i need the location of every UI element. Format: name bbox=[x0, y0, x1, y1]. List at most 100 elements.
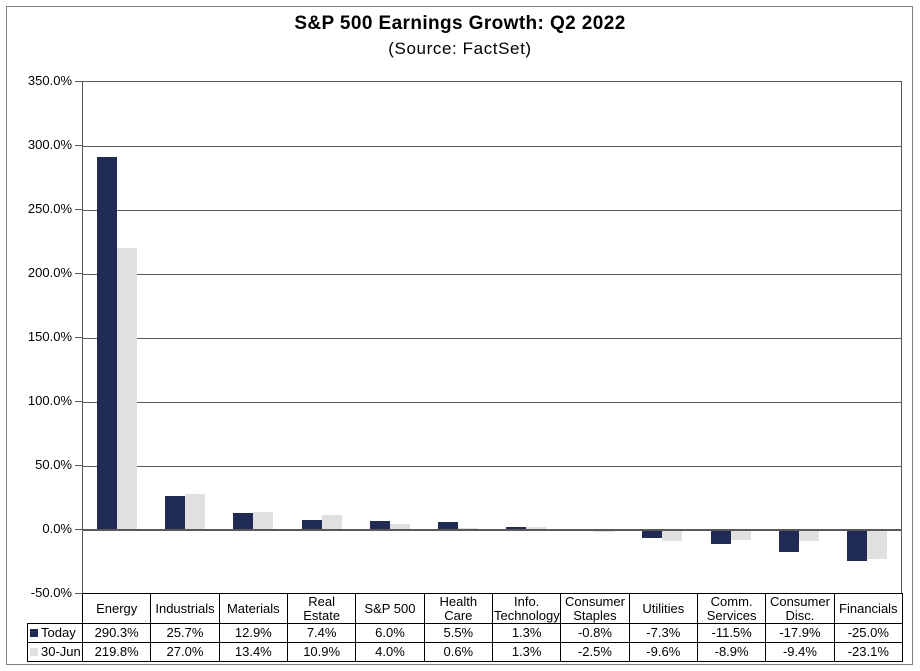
table-header-industrials: Industrials bbox=[150, 593, 220, 624]
category-group-s-p-500 bbox=[356, 82, 424, 593]
bar-today-comm-services bbox=[710, 529, 731, 544]
bar-30-jun-financials bbox=[866, 529, 887, 559]
legend-swatch-30-jun bbox=[30, 647, 38, 656]
y-axis-label: -50.0% bbox=[30, 585, 72, 600]
table-header-comm-services: Comm. Services bbox=[696, 593, 767, 624]
table-value-today-consumer-disc: -17.9% bbox=[765, 623, 835, 643]
category-group-info-technology bbox=[492, 82, 560, 593]
table-value-today-comm-services: -11.5% bbox=[696, 623, 767, 643]
bar-30-jun-s-p-500 bbox=[389, 523, 410, 529]
table-value-30-jun-real-estate: 10.9% bbox=[286, 642, 357, 662]
bar-today-materials bbox=[233, 512, 254, 529]
table-header-utilities: Utilities bbox=[628, 593, 698, 624]
y-axis-tick bbox=[75, 145, 82, 146]
table-row-30-jun: 30-Jun 219.8% 27.0% 13.4% 10.9% 4.0% 0.6% 1.3% -… bbox=[27, 642, 904, 662]
category-group-consumer-staples bbox=[560, 82, 628, 593]
bar-today-utilities bbox=[642, 529, 663, 539]
bar-30-jun-utilities bbox=[662, 529, 683, 542]
bar-30-jun-consumer-disc bbox=[798, 529, 819, 542]
table-value-30-jun-consumer-disc: -9.4% bbox=[765, 642, 835, 662]
bar-30-jun-health-care bbox=[457, 528, 478, 529]
zero-line bbox=[83, 529, 901, 531]
gridline bbox=[83, 402, 901, 403]
y-axis-tick bbox=[75, 81, 82, 82]
y-axis-label: 300.0% bbox=[27, 137, 72, 152]
table-value-30-jun-comm-services: -8.9% bbox=[696, 642, 767, 662]
bar-today-industrials bbox=[165, 496, 186, 529]
bars-layer bbox=[83, 82, 901, 593]
y-axis-tick bbox=[75, 401, 82, 402]
table-value-today-financials: -25.0% bbox=[833, 623, 904, 643]
table-header-consumer-staples: Consumer Staples bbox=[560, 593, 630, 624]
category-group-comm-services bbox=[697, 82, 765, 593]
table-value-30-jun-utilities: -9.6% bbox=[628, 642, 698, 662]
bar-today-real-estate bbox=[301, 519, 322, 529]
gridline bbox=[83, 210, 901, 211]
bar-today-info-technology bbox=[506, 527, 527, 529]
y-axis-tick bbox=[75, 337, 82, 338]
bar-today-energy bbox=[97, 157, 118, 529]
gridline bbox=[83, 146, 901, 147]
table-header-s-p-500: S&P 500 bbox=[355, 593, 425, 624]
y-axis-label: 150.0% bbox=[27, 329, 72, 344]
data-table: Energy Industrials Materials Real Estate S&P… bbox=[27, 593, 904, 662]
table-header-materials: Materials bbox=[218, 593, 288, 624]
y-axis-label: 250.0% bbox=[27, 201, 72, 216]
table-row-today: Today 290.3% 25.7% 12.9% 7.4% 6.0% 5.5% 1.3% -0.… bbox=[27, 623, 904, 643]
y-axis-tick bbox=[75, 465, 82, 466]
table-value-today-info-technology: 1.3% bbox=[491, 623, 562, 643]
table-value-30-jun-consumer-staples: -2.5% bbox=[560, 642, 630, 662]
chart-subtitle: (Source: FactSet) bbox=[388, 39, 532, 58]
bar-30-jun-info-technology bbox=[526, 527, 547, 529]
bar-today-s-p-500 bbox=[369, 521, 390, 529]
table-header-health-care: Health Care bbox=[423, 593, 493, 624]
legend-label-30-jun: 30-Jun bbox=[41, 644, 81, 659]
bar-today-financials bbox=[846, 529, 867, 561]
table-value-today-materials: 12.9% bbox=[218, 623, 288, 643]
gridline bbox=[83, 338, 901, 339]
table-value-30-jun-industrials: 27.0% bbox=[150, 642, 220, 662]
table-value-30-jun-financials: -23.1% bbox=[833, 642, 904, 662]
legend-cell-30-jun: 30-Jun bbox=[27, 642, 83, 662]
gridline bbox=[83, 274, 901, 275]
table-value-30-jun-health-care: 0.6% bbox=[423, 642, 493, 662]
gridlines-layer bbox=[83, 82, 901, 593]
table-value-today-consumer-staples: -0.8% bbox=[560, 623, 630, 643]
category-group-financials bbox=[833, 82, 901, 593]
chart-title: S&P 500 Earnings Growth: Q2 2022 bbox=[294, 13, 626, 34]
table-value-today-s-p-500: 6.0% bbox=[355, 623, 425, 643]
y-axis-tick bbox=[75, 273, 82, 274]
y-axis-tick bbox=[75, 209, 82, 210]
table-header-real-estate: Real Estate bbox=[286, 593, 357, 624]
category-group-real-estate bbox=[288, 82, 356, 593]
category-group-energy bbox=[83, 82, 151, 593]
y-axis-label: 350.0% bbox=[27, 73, 72, 88]
bar-today-consumer-disc bbox=[778, 529, 799, 552]
y-axis-tick bbox=[75, 529, 82, 530]
bar-30-jun-materials bbox=[253, 511, 274, 529]
table-value-today-health-care: 5.5% bbox=[423, 623, 493, 643]
y-axis-label: 0.0% bbox=[42, 521, 72, 536]
table-header-consumer-disc: Consumer Disc. bbox=[765, 593, 835, 624]
category-group-consumer-disc bbox=[765, 82, 833, 593]
plot-area bbox=[82, 81, 902, 593]
y-axis-label: 50.0% bbox=[35, 457, 72, 472]
table-value-today-energy: 290.3% bbox=[81, 623, 152, 643]
table-value-30-jun-energy: 219.8% bbox=[81, 642, 152, 662]
category-group-industrials bbox=[151, 82, 219, 593]
table-header-info-technology: Info. Technology bbox=[491, 593, 562, 624]
table-value-today-real-estate: 7.4% bbox=[286, 623, 357, 643]
table-header-energy: Energy bbox=[81, 593, 152, 624]
table-value-today-utilities: -7.3% bbox=[628, 623, 698, 643]
table-value-today-industrials: 25.7% bbox=[150, 623, 220, 643]
category-group-health-care bbox=[424, 82, 492, 593]
bar-30-jun-comm-services bbox=[730, 529, 751, 541]
bar-30-jun-real-estate bbox=[321, 515, 342, 529]
category-group-utilities bbox=[628, 82, 696, 593]
table-corner-cell bbox=[28, 594, 83, 624]
table-value-30-jun-s-p-500: 4.0% bbox=[355, 642, 425, 662]
category-group-materials bbox=[219, 82, 287, 593]
bar-30-jun-energy bbox=[117, 247, 138, 529]
y-axis-tick bbox=[75, 593, 82, 594]
table-value-30-jun-materials: 13.4% bbox=[218, 642, 288, 662]
